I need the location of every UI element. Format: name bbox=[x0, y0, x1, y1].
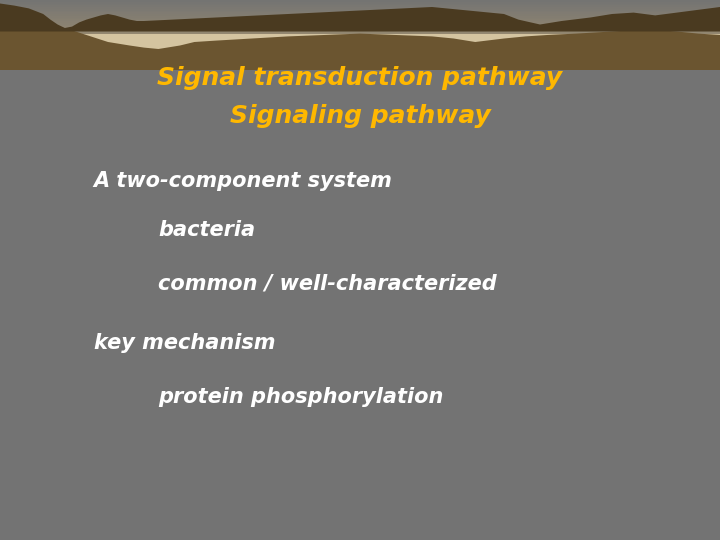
Bar bbox=[0, 8, 720, 10]
Bar bbox=[0, 66, 720, 68]
Bar bbox=[0, 59, 720, 61]
Bar bbox=[0, 3, 720, 5]
Bar bbox=[0, 0, 720, 2]
Bar bbox=[0, 35, 720, 37]
Bar bbox=[0, 1, 720, 3]
Bar bbox=[0, 26, 720, 28]
Bar bbox=[0, 46, 720, 49]
Bar bbox=[0, 31, 720, 33]
Bar bbox=[0, 38, 720, 40]
Bar bbox=[0, 52, 720, 70]
Text: bacteria: bacteria bbox=[158, 219, 256, 240]
Bar bbox=[0, 68, 720, 70]
Bar bbox=[0, 19, 720, 21]
Bar bbox=[0, 36, 720, 38]
Bar bbox=[0, 24, 720, 26]
Bar bbox=[0, 64, 720, 66]
Bar bbox=[0, 57, 720, 59]
Bar bbox=[0, 33, 720, 35]
Bar bbox=[0, 5, 720, 7]
Text: Signal transduction pathway: Signal transduction pathway bbox=[158, 66, 562, 90]
Bar bbox=[0, 56, 720, 58]
Bar bbox=[0, 33, 720, 70]
Polygon shape bbox=[0, 3, 720, 31]
Bar bbox=[0, 45, 720, 47]
Bar bbox=[0, 52, 720, 54]
Bar bbox=[0, 22, 720, 24]
Bar bbox=[0, 60, 720, 63]
Text: A two-component system: A two-component system bbox=[94, 171, 392, 191]
Text: protein phosphorylation: protein phosphorylation bbox=[158, 387, 444, 407]
Bar bbox=[0, 10, 720, 12]
Bar bbox=[0, 12, 720, 14]
Bar bbox=[0, 21, 720, 23]
Text: common / well-characterized: common / well-characterized bbox=[158, 273, 497, 294]
Text: Signaling pathway: Signaling pathway bbox=[230, 104, 490, 128]
Bar bbox=[0, 42, 720, 44]
Bar bbox=[0, 14, 720, 16]
Bar bbox=[0, 15, 720, 17]
Bar bbox=[0, 17, 720, 19]
Polygon shape bbox=[0, 21, 720, 70]
Bar bbox=[0, 6, 720, 9]
Bar bbox=[0, 29, 720, 31]
Bar bbox=[0, 49, 720, 51]
Bar bbox=[0, 40, 720, 42]
Bar bbox=[0, 53, 720, 56]
Bar bbox=[0, 63, 720, 65]
Bar bbox=[0, 28, 720, 30]
Bar bbox=[0, 43, 720, 45]
Text: key mechanism: key mechanism bbox=[94, 333, 275, 353]
Bar bbox=[0, 50, 720, 52]
